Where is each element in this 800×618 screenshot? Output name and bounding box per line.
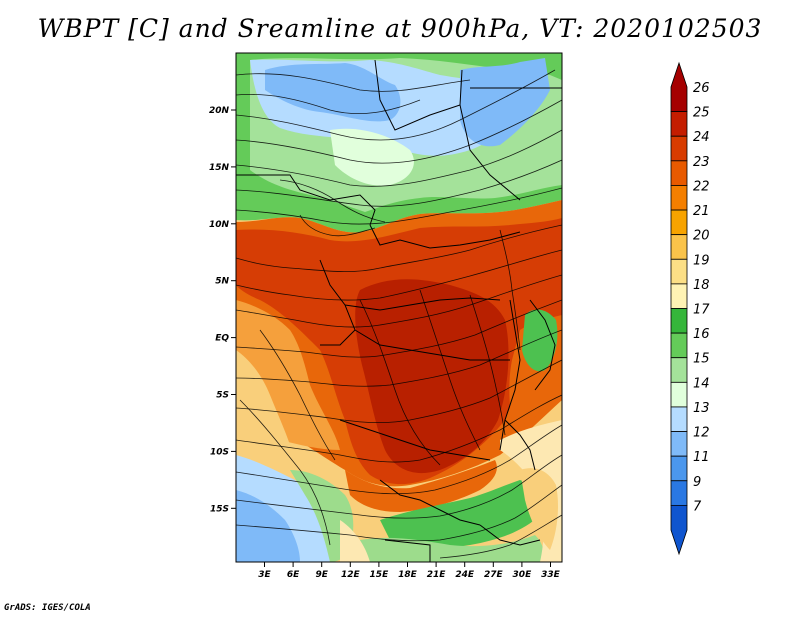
colorbar-segment: [670, 283, 688, 309]
field-blue-southwest: [236, 490, 300, 562]
colorbar-segment: [670, 185, 688, 211]
x-tick-label: 30E: [513, 570, 533, 580]
field-green-east: [522, 309, 558, 372]
streamlines: [236, 69, 562, 559]
field-pale-northeast: [330, 128, 414, 186]
colorbar-segment: [670, 209, 688, 236]
colorbar-label: 26: [693, 81, 710, 96]
colorbar-segment: [670, 61, 688, 113]
field-tan-west: [236, 350, 290, 445]
colorbar-segment: [670, 258, 688, 285]
colorbar-segment: [670, 431, 688, 457]
colorbar-label: 18: [693, 278, 710, 293]
colorbar-segment: [670, 455, 688, 482]
colorbar-segment: [670, 234, 688, 260]
x-tick-label: 3E: [258, 570, 271, 580]
x-tick-label: 12E: [341, 570, 361, 580]
y-tick-label: 10N: [209, 220, 230, 230]
colorbar-label: 19: [693, 253, 710, 268]
colorbar-segment: [670, 504, 688, 556]
y-tick-label: 5S: [216, 391, 229, 401]
colorbar-label: 21: [693, 204, 710, 219]
colorbar-label: 24: [693, 130, 710, 145]
field-tan-southeast: [520, 468, 558, 550]
colorbar-label: 11: [693, 450, 710, 465]
colorbar-segment: [670, 308, 688, 334]
field-cream-south: [340, 520, 370, 562]
field-light-green-south: [360, 535, 544, 562]
colorbar-label: 20: [693, 229, 710, 244]
field-dark-red-core: [355, 279, 509, 474]
colorbar-label: 12: [693, 426, 710, 441]
x-tick-label: 18E: [398, 570, 418, 580]
x-tick-label: 24E: [455, 570, 475, 580]
colorbar-label: 16: [693, 327, 710, 342]
y-tick-label: EQ: [215, 334, 229, 344]
field-orange-south: [345, 460, 497, 512]
y-tick-label: 15N: [209, 163, 230, 173]
field-green-south: [380, 480, 542, 548]
field-blue-northeast: [460, 58, 550, 147]
colorbar-segment: [670, 332, 688, 359]
colorbar-segment: [670, 381, 688, 408]
colorbar-label: 22: [693, 179, 710, 194]
colorbar-label: 7: [693, 499, 702, 514]
map-frame: [235, 52, 563, 563]
x-tick-label: 6E: [287, 570, 300, 580]
country-boundaries: [236, 59, 562, 562]
colorbar-segment: [670, 480, 688, 506]
colorbar-label: 13: [693, 401, 710, 416]
colorbar-segment: [670, 135, 688, 162]
x-tick-label: 9E: [315, 570, 328, 580]
colorbar-label: 15: [693, 352, 710, 367]
field-light-green-southwest: [290, 470, 354, 562]
x-tick-label: 21E: [427, 570, 447, 580]
y-tick-label: 15S: [210, 504, 229, 514]
x-tick-label: 15E: [370, 570, 390, 580]
map-area: [236, 53, 562, 562]
field-blue-north: [265, 63, 401, 122]
x-tick-label: 33E: [541, 570, 561, 580]
colorbar-label: 14: [693, 376, 710, 391]
x-axis: 3E 6E 9E 12E 15E 18E 21E 24E 27E 30E 33E: [258, 562, 561, 580]
y-tick-label: 5N: [215, 277, 229, 287]
credit-label: GrADS: IGES/COLA: [4, 603, 91, 613]
colorbar-label: 17: [693, 303, 710, 318]
colorbar-segment: [670, 160, 688, 186]
colorbar-label: 9: [693, 475, 701, 490]
colorbar-segment: [670, 357, 688, 383]
colorbar-label: 25: [693, 106, 710, 121]
x-tick-label: 27E: [484, 570, 504, 580]
colorbar-segment: [670, 111, 688, 137]
colorbar-segment: [670, 406, 688, 432]
y-tick-label: 20N: [209, 106, 230, 116]
colorbar-label: 23: [693, 155, 710, 170]
chart-title: WBPT [C] and Sreamline at 900hPa, VT: 20…: [37, 14, 763, 43]
y-axis: 20N 15N 10N 5N EQ 5S 10S 15S: [209, 106, 236, 514]
colorbar: 26 25 24 23 22 21 20 19 18 17 16 15 14 13 12 11 9 7: [670, 61, 710, 556]
y-tick-label: 10S: [210, 447, 229, 457]
